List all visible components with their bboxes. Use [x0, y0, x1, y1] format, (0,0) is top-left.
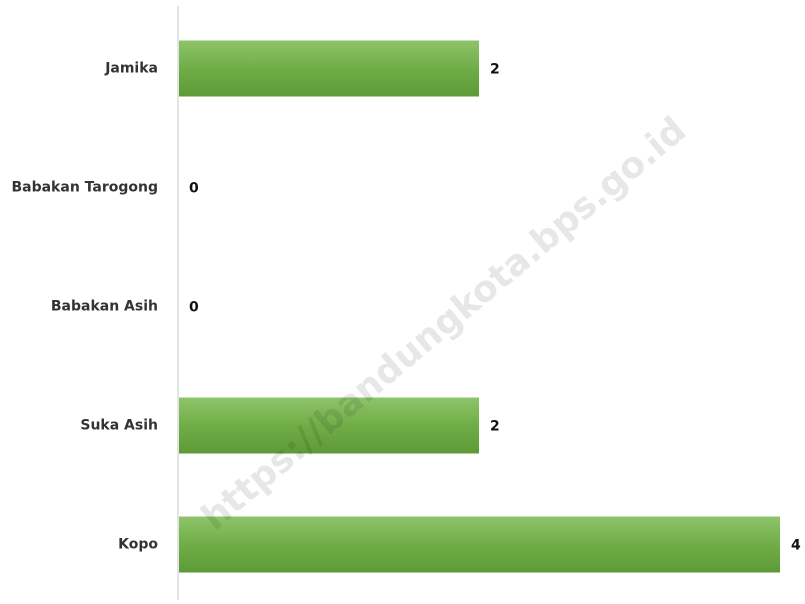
y-tick-label: Babakan Tarogong [11, 180, 158, 196]
y-tick-label: Jamika [104, 61, 158, 77]
data-label: 0 [189, 300, 199, 316]
bar [179, 40, 479, 97]
y-tick-label: Kopo [118, 537, 158, 553]
watermark: https://bandungkota.bps.go.id [194, 109, 694, 538]
data-label: 0 [189, 181, 199, 197]
bar [179, 516, 780, 573]
data-label: 2 [490, 62, 500, 78]
data-label: 4 [791, 538, 801, 554]
bar [179, 397, 479, 454]
y-tick-label: Suka Asih [80, 418, 158, 434]
data-label: 2 [490, 419, 500, 435]
bars: Jamika 2 Babakan Tarogong 0 Babakan Asih 0 Suk… [11, 40, 801, 573]
y-tick-label: Babakan Asih [51, 299, 158, 315]
